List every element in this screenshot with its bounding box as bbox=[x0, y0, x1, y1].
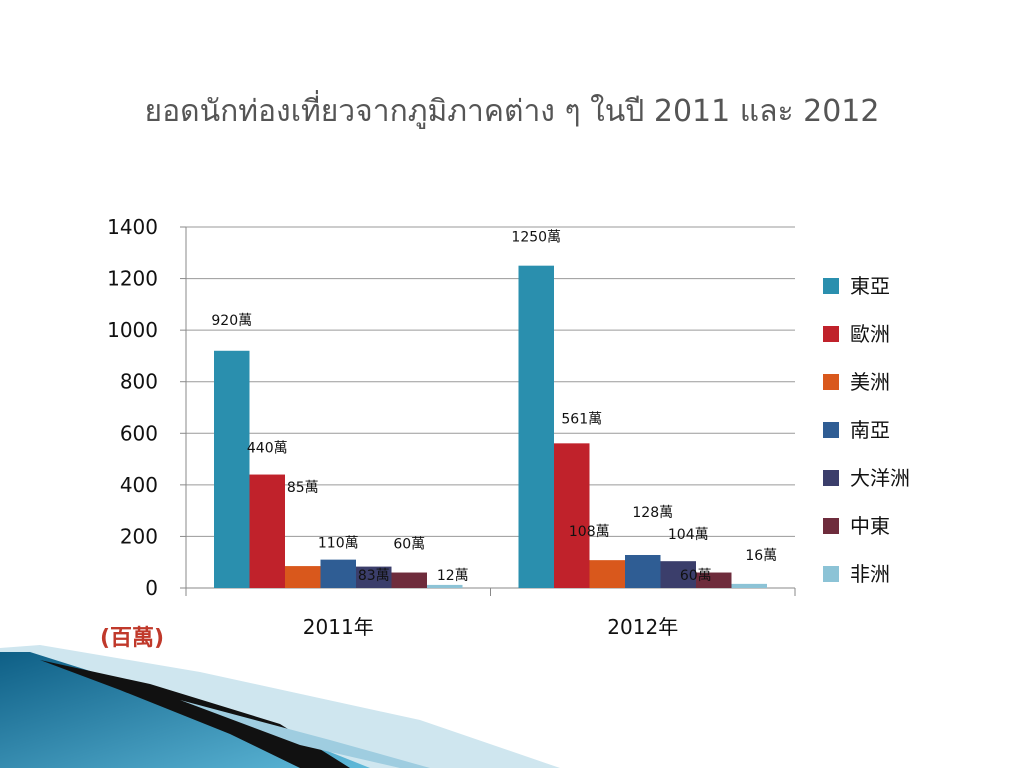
y-tick-label: 400 bbox=[120, 473, 158, 497]
legend-label: 美洲 bbox=[850, 370, 890, 394]
bar-中東-2011年 bbox=[391, 572, 427, 588]
legend-swatch bbox=[823, 374, 839, 390]
data-label: 110萬 bbox=[318, 536, 359, 552]
y-tick-label: 1400 bbox=[107, 215, 158, 239]
legend-label: 非洲 bbox=[850, 562, 890, 586]
bar-東亞-2012年 bbox=[518, 265, 554, 588]
legend-label: 大洋洲 bbox=[850, 466, 910, 490]
legend-label: 歐洲 bbox=[850, 322, 890, 346]
data-label: 104萬 bbox=[668, 527, 709, 543]
bar-大洋洲-2011年 bbox=[356, 566, 392, 588]
bar-美洲-2011年 bbox=[285, 566, 321, 588]
data-label: 128萬 bbox=[632, 505, 673, 521]
bar-中東-2012年 bbox=[696, 572, 732, 588]
legend-label: 中東 bbox=[850, 514, 890, 538]
legend-swatch bbox=[823, 566, 839, 582]
x-axis-categories: 2011年 2012年 bbox=[303, 615, 678, 639]
legend-label: 東亞 bbox=[850, 274, 890, 298]
category-label: 2011年 bbox=[303, 615, 374, 639]
data-label: 60萬 bbox=[393, 537, 425, 553]
bar-大洋洲-2012年 bbox=[660, 561, 696, 588]
data-label: 920萬 bbox=[211, 313, 252, 329]
y-tick-label: 800 bbox=[120, 370, 158, 394]
y-tick-label: 200 bbox=[120, 524, 158, 548]
data-label: 60萬 bbox=[680, 568, 712, 584]
y-tick-label: 1000 bbox=[107, 318, 158, 342]
data-label: 561萬 bbox=[561, 411, 602, 427]
legend-swatch bbox=[823, 422, 839, 438]
data-label: 85萬 bbox=[287, 480, 319, 496]
legend-swatch bbox=[823, 470, 839, 486]
data-label: 1250萬 bbox=[511, 230, 561, 246]
y-tick-label: 600 bbox=[120, 421, 158, 445]
y-axis-ticks: 0 200 400 600 800 1000 1200 1400 bbox=[107, 215, 158, 600]
bars bbox=[214, 265, 767, 588]
bar-東亞-2011年 bbox=[214, 350, 250, 588]
legend-swatch bbox=[823, 278, 839, 294]
bar-非洲-2011年 bbox=[427, 584, 463, 588]
gridlines bbox=[186, 226, 795, 537]
data-label: 83萬 bbox=[358, 568, 390, 584]
data-labels: 920萬440萬85萬110萬83萬60萬12萬1250萬561萬108萬128… bbox=[211, 230, 777, 584]
bar-歐洲-2011年 bbox=[249, 474, 285, 588]
data-label: 440萬 bbox=[247, 441, 288, 457]
category-label: 2012年 bbox=[607, 615, 678, 639]
bar-美洲-2012年 bbox=[589, 560, 625, 588]
y-tick-label: 0 bbox=[145, 576, 158, 600]
legend-label: 南亞 bbox=[850, 418, 890, 442]
bar-歐洲-2012年 bbox=[554, 443, 590, 588]
slide-title: ยอดนักท่องเที่ยวจากภูมิภาคต่าง ๆ ในปี 20… bbox=[144, 94, 880, 129]
bar-非洲-2012年 bbox=[731, 583, 767, 588]
data-label: 108萬 bbox=[569, 524, 610, 540]
data-label: 12萬 bbox=[437, 568, 469, 584]
unit-note: (百萬) bbox=[100, 626, 165, 651]
data-label: 16萬 bbox=[745, 548, 777, 564]
legend-swatch bbox=[823, 518, 839, 534]
bar-南亞-2012年 bbox=[625, 554, 661, 588]
bar-南亞-2011年 bbox=[320, 559, 356, 588]
legend-swatch bbox=[823, 326, 839, 342]
y-tick-label: 1200 bbox=[107, 267, 158, 291]
